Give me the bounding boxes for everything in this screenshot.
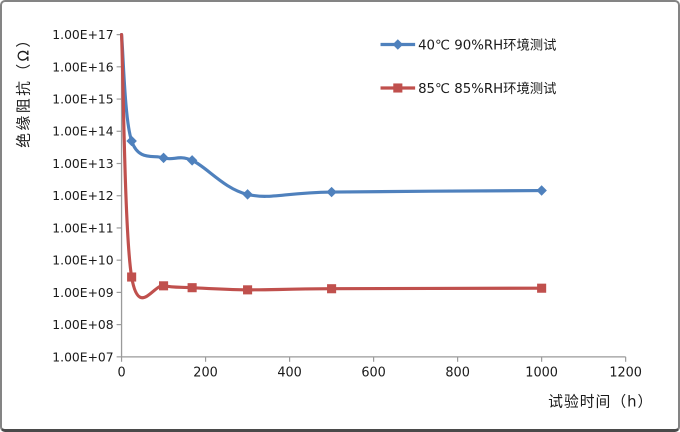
series-line-1 xyxy=(119,33,544,300)
y-tick-label: 1.00E+09 xyxy=(52,286,113,300)
y-tick-label: 1.00E+10 xyxy=(52,254,113,268)
y-tick-label: 1.00E+13 xyxy=(52,157,113,171)
data-point-marker-1 xyxy=(243,285,253,295)
data-point-marker-1 xyxy=(187,283,197,293)
y-tick-label: 1.00E+11 xyxy=(52,221,113,235)
y-tick-label: 1.00E+07 xyxy=(52,350,113,364)
x-tick-label: 800 xyxy=(445,366,470,381)
legend-label-1: 85℃ 85%RH环境测试 xyxy=(418,81,556,97)
x-tick-label: 0 xyxy=(117,366,125,381)
data-point-marker-0 xyxy=(326,186,337,198)
legend-label-0: 40℃ 90%RH环境测试 xyxy=(418,37,556,53)
legend-marker-0 xyxy=(392,39,404,50)
y-tick-label: 1.00E+15 xyxy=(52,93,113,107)
x-axis-title: 试验时间（h） xyxy=(548,393,653,410)
data-point-marker-1 xyxy=(159,281,169,291)
legend-marker-1 xyxy=(393,83,403,93)
data-point-marker-1 xyxy=(537,283,547,293)
series-line-0 xyxy=(119,33,544,198)
data-point-marker-1 xyxy=(127,272,137,282)
x-tick-label: 600 xyxy=(361,366,386,381)
y-tick-label: 1.00E+12 xyxy=(52,189,113,203)
y-tick-label: 1.00E+08 xyxy=(52,318,113,332)
data-point-marker-0 xyxy=(242,189,253,200)
y-tick-label: 1.00E+16 xyxy=(52,60,113,74)
y-tick-label: 1.00E+14 xyxy=(52,125,113,139)
x-tick-label: 1000 xyxy=(525,366,558,381)
data-point-marker-0 xyxy=(158,152,169,164)
x-tick-label: 1200 xyxy=(609,366,642,381)
data-point-marker-0 xyxy=(126,135,137,147)
x-tick-label: 400 xyxy=(277,366,302,381)
data-point-marker-0 xyxy=(536,185,547,196)
y-axis-title: 绝缘阻抗（Ω） xyxy=(16,30,33,148)
y-tick-label: 1.00E+17 xyxy=(52,28,113,42)
data-point-marker-1 xyxy=(327,284,337,294)
x-tick-label: 200 xyxy=(193,366,218,381)
